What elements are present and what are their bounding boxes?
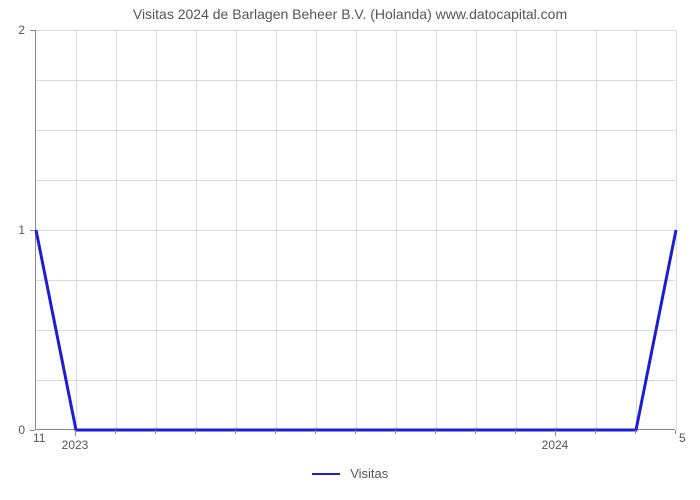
x-tick-minor: [315, 430, 316, 434]
x-tick-label: 2023: [62, 438, 89, 452]
y-tick-mark: [30, 30, 35, 31]
x-tick-minor: [235, 430, 236, 434]
x-tick-minor: [275, 430, 276, 434]
x-tick-minor: [195, 430, 196, 434]
y-tick-label: 2: [0, 23, 25, 37]
x-tick-minor: [675, 430, 676, 434]
x-tick-label: 2024: [542, 438, 569, 452]
legend-label: Visitas: [350, 466, 388, 481]
x-tick-minor: [635, 430, 636, 434]
series-svg: [36, 30, 676, 430]
x-tick-major: [75, 430, 76, 436]
series-line-visitas: [36, 230, 676, 430]
plot-area: [35, 30, 675, 430]
y-tick-label: 1: [0, 223, 25, 237]
x-tick-minor: [355, 430, 356, 434]
x-tick-minor: [435, 430, 436, 434]
legend: Visitas: [0, 465, 700, 483]
legend-swatch: [312, 473, 340, 475]
series-start-value: 11: [33, 431, 45, 445]
y-tick-label: 0: [0, 423, 25, 437]
series-end-value: 5: [679, 431, 686, 445]
x-tick-minor: [515, 430, 516, 434]
x-tick-minor: [595, 430, 596, 434]
gridline-vertical: [676, 30, 677, 429]
x-tick-minor: [395, 430, 396, 434]
x-tick-major: [555, 430, 556, 436]
x-tick-minor: [155, 430, 156, 434]
chart-title: Visitas 2024 de Barlagen Beheer B.V. (Ho…: [0, 6, 700, 22]
x-tick-minor: [115, 430, 116, 434]
y-tick-mark: [30, 230, 35, 231]
x-tick-minor: [475, 430, 476, 434]
